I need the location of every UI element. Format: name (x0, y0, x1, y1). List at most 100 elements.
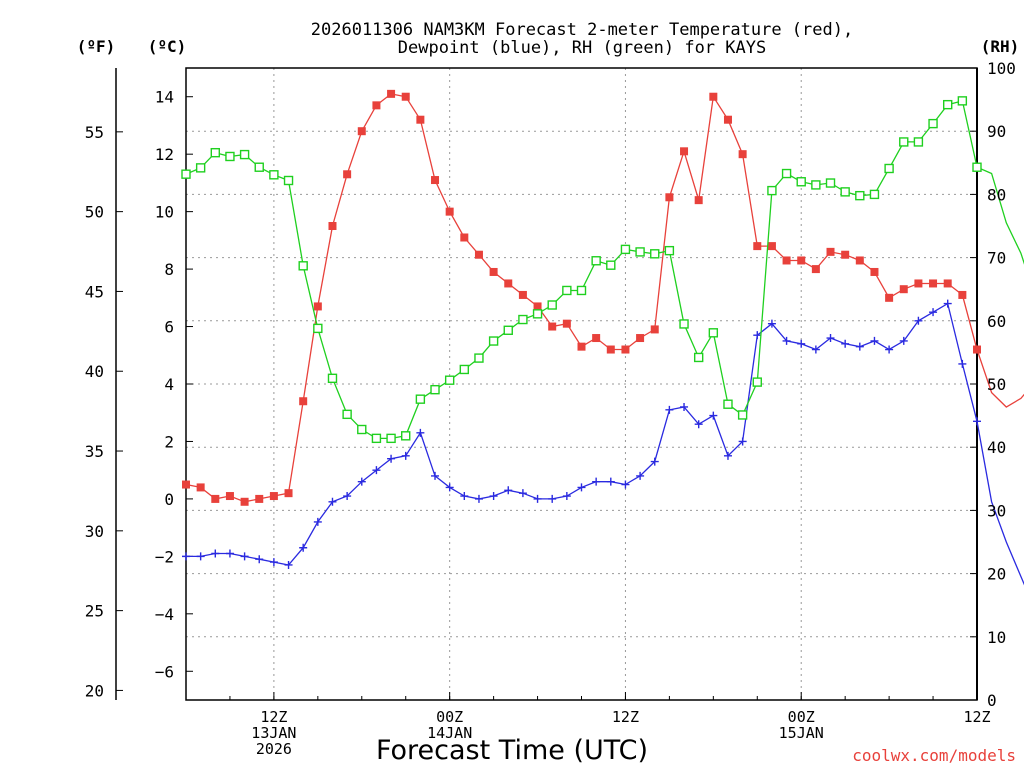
rh-point (606, 260, 616, 270)
series-rh (181, 96, 1024, 444)
rh-point (415, 394, 426, 404)
fahrenheit-tick-label: 25 (85, 602, 104, 621)
dewpoint-point (255, 555, 264, 564)
dewpoint-point (723, 451, 732, 460)
rh-line (185, 100, 1024, 440)
dewpoint-point (416, 428, 425, 437)
temperature-point (387, 89, 396, 98)
dewpoint-point (504, 486, 513, 495)
dewpoint-point (694, 420, 703, 429)
rh-point (723, 399, 733, 409)
dewpoint-point (841, 339, 850, 348)
temperature-point (973, 345, 981, 354)
celsius-tick-label: 8 (164, 260, 174, 279)
fahrenheit-tick-label: 20 (85, 681, 104, 700)
celsius-tick-label: 2 (164, 432, 174, 451)
temperature-point (284, 489, 293, 498)
temperature-point (885, 293, 894, 302)
time-tick-label: 00Z (788, 708, 815, 726)
rh-point (576, 285, 587, 296)
dewpoint-point (474, 494, 483, 503)
temperature-point (518, 290, 527, 299)
rh-tick-label: 100 (987, 59, 1016, 78)
rh-tick-label: 70 (987, 249, 1006, 268)
dewpoint-point (182, 552, 190, 561)
dewpoint-point (489, 492, 498, 501)
dewpoint-point (533, 494, 542, 503)
dewpoint-point (870, 336, 879, 345)
dewpoint-point (767, 319, 776, 328)
dewpoint-point (914, 316, 923, 325)
rh-point (401, 431, 411, 441)
dewpoint-point (929, 308, 938, 317)
temperature-point (943, 279, 952, 288)
dewpoint-point (284, 560, 293, 569)
temperature-point (592, 334, 601, 343)
dewpoint-point (372, 466, 381, 475)
temperature-point (782, 256, 791, 265)
time-tick-label: 2026 (256, 740, 292, 758)
temperature-point (562, 319, 571, 328)
dewpoint-point (973, 417, 981, 426)
temperature-point (636, 334, 645, 343)
time-tick-label: 12Z (963, 708, 990, 726)
dewpoint-point (518, 489, 527, 498)
fahrenheit-axis-unit: (ºF) (77, 37, 116, 56)
axes (115, 67, 978, 701)
time-tick-label: 13JAN (251, 724, 296, 742)
dewpoint-point (401, 451, 410, 460)
rh-point (474, 353, 484, 363)
rh-point (737, 410, 748, 420)
rh-point (430, 384, 440, 395)
rh-point (620, 244, 631, 255)
rh-tick-label: 60 (987, 312, 1006, 331)
dewpoint-point (299, 543, 308, 552)
rh-point (386, 433, 396, 444)
dewpoint-point (636, 471, 645, 480)
temperature-point (577, 342, 586, 351)
dewpoint-point (225, 549, 234, 558)
dewpoint-point (592, 477, 601, 486)
temperature-point (811, 265, 820, 274)
rh-point (195, 163, 206, 173)
rh-point (239, 149, 250, 160)
rh-point (635, 247, 645, 257)
dewpoint-point (943, 299, 952, 308)
temperature-point (548, 322, 557, 331)
rh-point (693, 352, 704, 363)
time-tick-label: 12Z (260, 708, 287, 726)
temperature-point (460, 233, 469, 242)
rh-point (650, 249, 660, 259)
celsius-axis-unit: (ºC) (148, 37, 187, 56)
tick-labels: −6 −4 −2 0 2 4 6 8 10 12 14 20 25 30 35 40 45 50 55 0 10 20 30… (85, 59, 1016, 758)
dewpoint-point (211, 549, 220, 558)
temperature-point (870, 267, 879, 276)
dewpoint-point (899, 336, 908, 345)
temperature-point (958, 290, 967, 299)
grid-lines (186, 68, 978, 700)
dewpoint-point (357, 477, 366, 486)
temperature-point (753, 242, 762, 251)
rh-point (943, 99, 953, 110)
rh-point (796, 177, 806, 187)
dewpoint-point (885, 345, 894, 354)
temperature-line (185, 93, 1024, 503)
rh-tick-label: 0 (987, 691, 997, 710)
rh-point (371, 433, 382, 444)
rh-point (254, 162, 264, 172)
data-series (181, 89, 1024, 586)
temperature-point (899, 285, 908, 294)
temperature-point (914, 279, 923, 288)
temperature-point (372, 101, 381, 110)
rh-point (913, 137, 924, 147)
rh-point (928, 118, 938, 129)
dewpoint-point (709, 411, 718, 420)
rh-point (679, 319, 689, 329)
temperature-point (269, 492, 278, 501)
rh-point (591, 256, 601, 266)
dewpoint-point (431, 471, 440, 480)
temperature-point (343, 170, 352, 179)
rh-tick-label: 30 (987, 501, 1006, 520)
temperature-point (855, 256, 864, 265)
